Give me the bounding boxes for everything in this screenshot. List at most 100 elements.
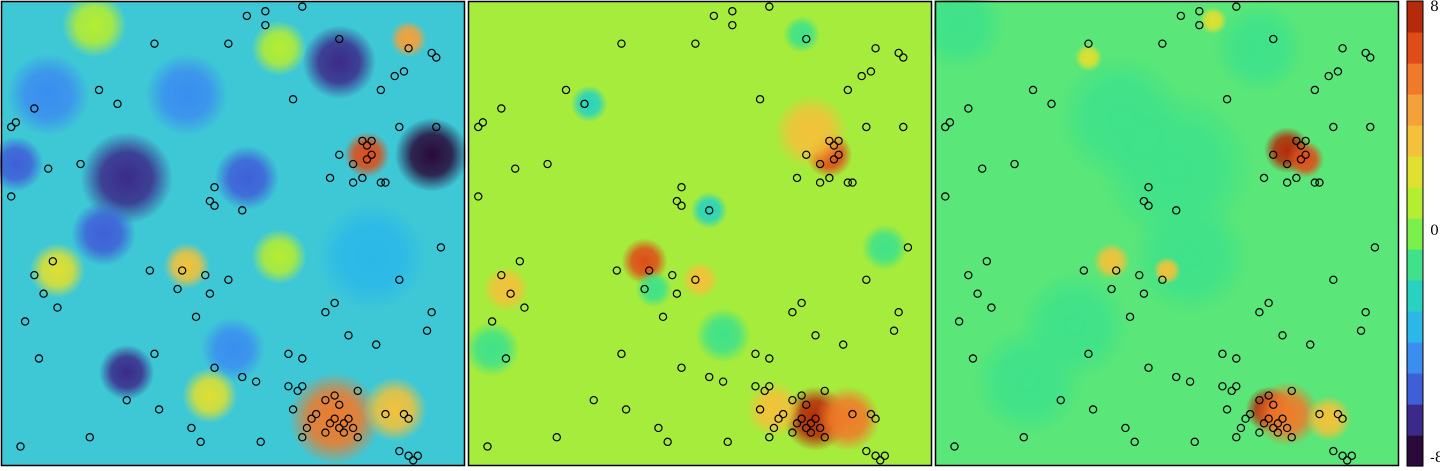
- observation-point: [85, 433, 94, 442]
- observation-point: [362, 141, 372, 150]
- observation-point: [862, 446, 871, 456]
- observation-point: [238, 206, 247, 215]
- observation-point: [427, 48, 436, 58]
- observation-point: [335, 400, 344, 410]
- observation-point: [617, 39, 626, 48]
- observation-point: [1269, 150, 1278, 159]
- colorbar-segment: [1407, 435, 1423, 467]
- heatmap-blob: [635, 270, 673, 308]
- observation-point: [335, 423, 344, 433]
- observation-point: [677, 363, 686, 372]
- observation-point: [1338, 44, 1347, 53]
- observation-point: [321, 395, 330, 405]
- observation-point: [755, 95, 765, 104]
- heatmap-blob: [681, 261, 719, 299]
- observation-point: [1144, 363, 1153, 372]
- heatmap-blob: [288, 372, 381, 465]
- observation-point: [1125, 312, 1135, 322]
- observation-point: [474, 192, 483, 201]
- observation-point: [520, 303, 529, 312]
- observation-point: [973, 289, 982, 298]
- observation-point: [806, 428, 816, 437]
- observation-point: [1084, 349, 1093, 359]
- observation-point: [348, 423, 358, 433]
- observation-point: [16, 442, 25, 451]
- observation-point: [829, 141, 839, 150]
- observation-point: [797, 391, 806, 400]
- observation-point: [344, 331, 353, 340]
- observation-point: [640, 284, 649, 294]
- colorbar-tick-min: -8: [1430, 450, 1440, 466]
- heatmap-blob: [316, 201, 428, 313]
- colorbar-segment: [1407, 249, 1423, 281]
- colorbar-svg: [1406, 0, 1424, 467]
- observation-point: [1135, 270, 1144, 280]
- observation-point: [792, 419, 802, 428]
- observation-point: [298, 2, 307, 11]
- observation-point: [261, 7, 270, 16]
- observation-point: [205, 196, 215, 206]
- observation-point: [760, 386, 769, 396]
- observation-point: [348, 178, 358, 187]
- observation-point: [765, 382, 774, 391]
- observation-point: [288, 95, 298, 104]
- heatmap-blob: [695, 307, 751, 364]
- observation-point: [543, 159, 552, 169]
- observation-point: [1158, 275, 1167, 284]
- heatmap-panel-3: [934, 0, 1400, 467]
- observation-point: [210, 363, 219, 372]
- observation-point: [1255, 395, 1264, 405]
- observation-point: [1269, 400, 1278, 410]
- observation-point: [802, 400, 811, 410]
- observation-point: [436, 243, 446, 252]
- heatmap-blob: [214, 145, 280, 211]
- observation-point: [755, 405, 765, 414]
- observation-point: [889, 326, 899, 335]
- observation-point: [894, 308, 903, 317]
- observation-point: [774, 414, 783, 423]
- heatmap-blob: [390, 20, 428, 58]
- observation-point: [1269, 34, 1278, 44]
- observation-point: [1338, 414, 1347, 423]
- observation-point: [1301, 150, 1310, 159]
- observation-point: [1296, 155, 1306, 164]
- observation-point: [788, 395, 797, 405]
- heatmap-blob: [163, 242, 210, 290]
- observation-point: [825, 173, 834, 183]
- observation-point: [497, 270, 506, 280]
- heatmap-blob: [1130, 196, 1251, 317]
- observation-point: [950, 442, 959, 451]
- observation-point: [617, 349, 626, 359]
- observation-point: [30, 270, 39, 280]
- observation-point: [1259, 419, 1269, 428]
- colorbar-segment: [1407, 218, 1423, 250]
- observation-point: [848, 409, 857, 419]
- observation-point: [843, 178, 853, 187]
- observation-point: [941, 122, 950, 132]
- observation-point: [1227, 386, 1236, 396]
- observation-point: [589, 395, 598, 405]
- observation-point: [395, 122, 404, 132]
- observation-point: [1264, 391, 1273, 400]
- heatmap-blob: [1287, 140, 1325, 178]
- observation-point: [728, 7, 737, 16]
- observation-point: [187, 423, 196, 433]
- heatmap-blob: [182, 367, 238, 424]
- heatmap-blob: [145, 53, 229, 137]
- colorbar-frame: [1406, 0, 1424, 467]
- heatmap-blob: [80, 131, 173, 225]
- colorbar-segment: [1407, 187, 1423, 219]
- observation-point: [298, 354, 307, 363]
- observation-point: [311, 409, 321, 419]
- colorbar-segment: [1407, 63, 1423, 95]
- observation-point: [1259, 173, 1269, 183]
- observation-point: [723, 437, 732, 447]
- heatmap-blob: [482, 265, 530, 313]
- observation-point: [658, 312, 668, 322]
- observation-point: [820, 433, 829, 442]
- observation-point: [751, 382, 760, 391]
- observation-point: [866, 67, 876, 76]
- observation-point: [941, 192, 950, 201]
- observation-point: [511, 164, 520, 173]
- observation-point: [39, 289, 48, 298]
